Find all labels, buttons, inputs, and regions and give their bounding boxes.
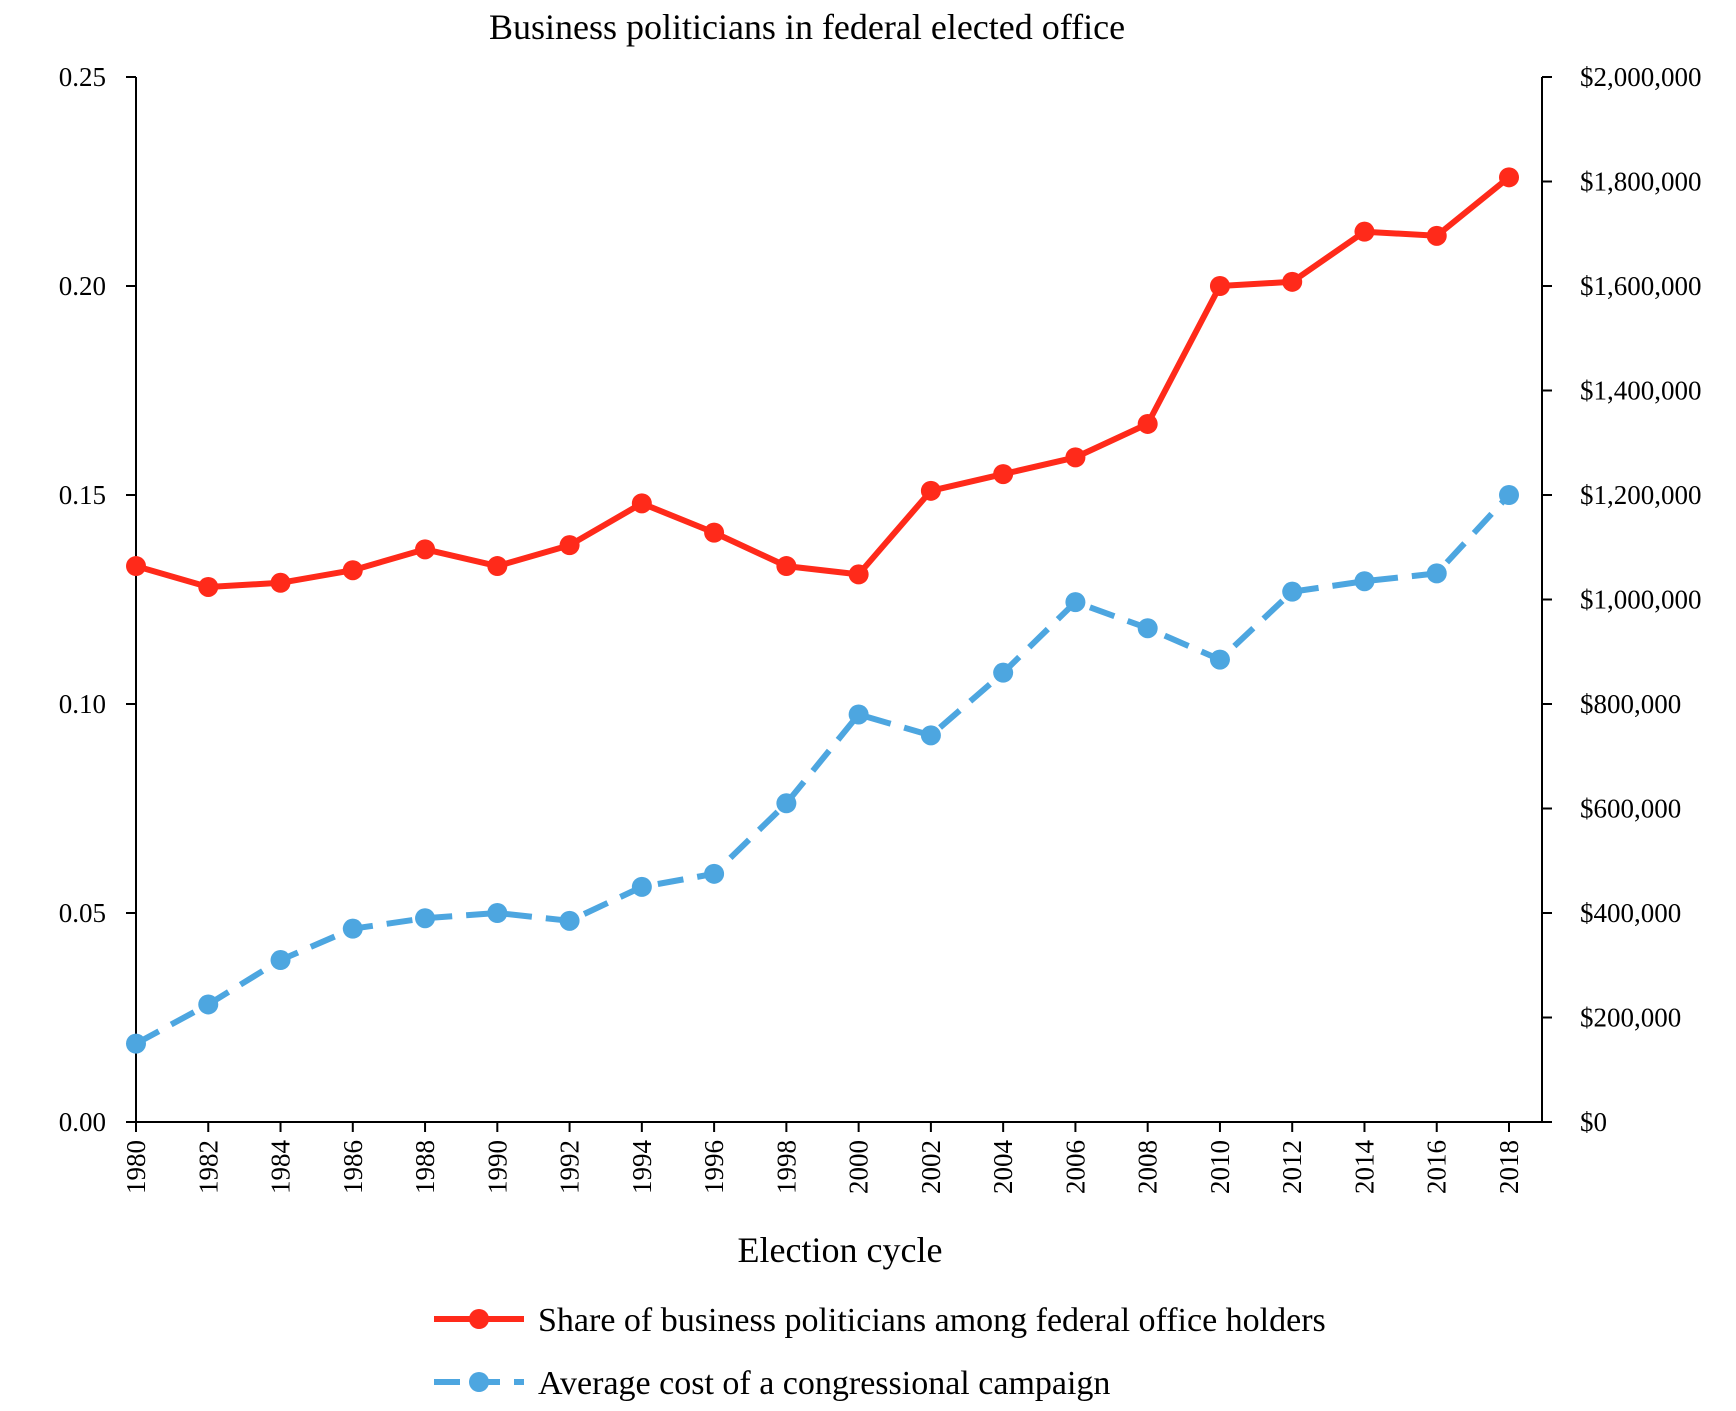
y-right-tick-label: $600,000: [1580, 794, 1681, 824]
y-left-tick-label: 0.15: [59, 480, 106, 510]
y-left-tick-label: 0.10: [59, 689, 106, 719]
x-tick-label: 1996: [699, 1140, 729, 1194]
campaign-cost-point: [342, 918, 363, 939]
business-share-point: [1282, 271, 1303, 292]
business-share-point: [993, 464, 1014, 485]
x-tick-label: 1990: [482, 1140, 512, 1194]
campaign-cost-point: [126, 1033, 146, 1054]
business-share-point: [1209, 276, 1230, 296]
business-share-point: [1137, 413, 1158, 434]
campaign-cost-point: [848, 704, 869, 725]
x-tick-label: 1998: [771, 1140, 801, 1194]
y-left-tick-label: 0.00: [59, 1107, 106, 1137]
x-tick-label: 1984: [266, 1140, 296, 1195]
y-right-tick-label: $400,000: [1580, 898, 1681, 928]
business-share-point: [776, 556, 797, 577]
x-tick-label: 2008: [1133, 1140, 1163, 1194]
y-left-tick-label: 0.25: [59, 62, 106, 92]
x-tick-label: 2018: [1494, 1140, 1524, 1194]
chart-title: Business politicians in federal elected …: [489, 7, 1125, 47]
y-right-tick-label: $2,000,000: [1580, 62, 1702, 92]
legend-business-share-marker: [469, 1309, 489, 1329]
x-tick-label: 2012: [1277, 1140, 1307, 1194]
y-right-tick-label: $0: [1580, 1107, 1607, 1137]
business-share-point: [487, 556, 508, 577]
x-tick-label: 1980: [121, 1140, 151, 1194]
campaign-cost-point: [631, 876, 652, 897]
business-share-point: [704, 522, 725, 543]
y-right-tick-label: $800,000: [1580, 689, 1681, 719]
business-share-point: [126, 556, 146, 577]
x-tick-label: 1992: [555, 1140, 585, 1194]
campaign-cost-line: [134, 492, 1512, 1047]
x-tick-label: 1986: [338, 1140, 368, 1194]
business-share-point: [1065, 447, 1086, 468]
legend-campaign-cost-label: Average cost of a congressional campaign: [538, 1365, 1110, 1402]
x-tick-label: 2006: [1060, 1140, 1090, 1194]
y-right-tick-label: $1,000,000: [1580, 585, 1702, 615]
campaign-cost-point: [415, 908, 436, 929]
y-right-tick-label: $1,800,000: [1580, 167, 1702, 197]
business-share-point: [415, 539, 436, 560]
campaign-cost-point: [198, 994, 219, 1015]
y-right-tick-label: $200,000: [1580, 1003, 1681, 1033]
campaign-cost-point: [1137, 618, 1158, 639]
legend-campaign-cost-marker: [469, 1372, 489, 1392]
business-share-point: [1499, 167, 1519, 188]
campaign-cost-point: [1499, 485, 1519, 505]
campaign-cost-point: [1426, 563, 1447, 584]
business-share-point: [631, 493, 652, 514]
x-tick-label: 2002: [916, 1140, 946, 1194]
campaign-cost-point: [993, 662, 1014, 683]
x-axis-title: Election cycle: [738, 1230, 943, 1270]
x-tick-label: 1988: [410, 1140, 440, 1194]
campaign-cost-point: [1354, 571, 1375, 592]
business-share-point: [848, 564, 869, 585]
campaign-cost-point: [270, 950, 291, 971]
business-share-line: [135, 174, 1511, 590]
x-tick-label: 1982: [193, 1140, 223, 1194]
x-tick-label: 1994: [627, 1140, 657, 1195]
legend-business-share-label: Share of business politicians among fede…: [538, 1302, 1326, 1339]
y-left-tick-label: 0.20: [59, 271, 106, 301]
y-right-tick-label: $1,200,000: [1580, 480, 1702, 510]
campaign-cost-point: [920, 725, 941, 746]
business-share-point: [270, 572, 291, 593]
business-share-point: [198, 576, 219, 597]
business-share-point: [342, 560, 363, 581]
y-right-tick-label: $1,600,000: [1580, 271, 1702, 301]
x-tick-label: 2014: [1349, 1140, 1379, 1195]
series-layer: [126, 167, 1519, 1054]
campaign-cost-point: [1282, 581, 1303, 602]
campaign-cost-point: [559, 910, 580, 931]
x-tick-label: 2010: [1205, 1140, 1235, 1194]
business-share-point: [559, 535, 580, 556]
x-tick-label: 2000: [844, 1140, 874, 1194]
y-right-tick-label: $1,400,000: [1580, 376, 1702, 406]
business-share-point: [1426, 225, 1447, 246]
campaign-cost-point: [704, 863, 725, 884]
campaign-cost-point: [776, 793, 797, 814]
business-share-point: [1354, 221, 1375, 242]
axes: 0.00 0.05 0.10 0.15 0.20 0.25 $0 $200,000 $400,0…: [59, 62, 1702, 1194]
campaign-cost-point: [1065, 592, 1086, 613]
campaign-cost-point: [487, 903, 508, 923]
legend: Share of business politicians among fede…: [434, 1302, 1326, 1402]
business-share-point: [920, 480, 941, 501]
x-tick-label: 2016: [1422, 1140, 1452, 1194]
y-left-tick-label: 0.05: [59, 898, 106, 928]
x-tick-label: 2004: [988, 1140, 1018, 1195]
campaign-cost-point: [1209, 649, 1230, 670]
